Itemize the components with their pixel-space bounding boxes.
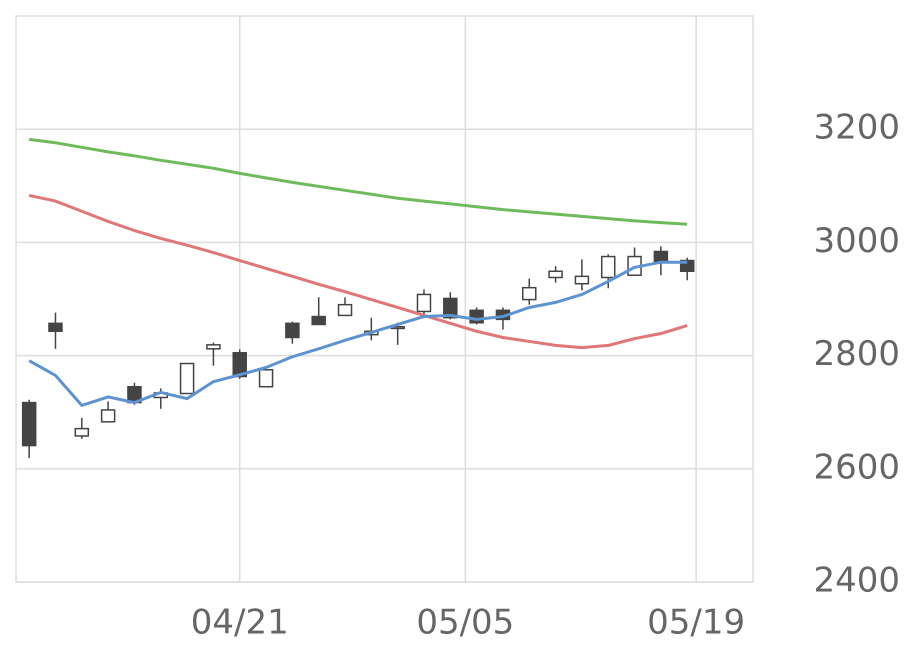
candle-body — [469, 309, 484, 324]
x-tick-label: 05/05 — [416, 603, 514, 643]
candle-body — [416, 293, 432, 313]
candle-body — [258, 369, 274, 388]
y-tick-label: 2400 — [813, 561, 900, 601]
y-tick-label: 3000 — [813, 221, 900, 261]
candle-body — [100, 409, 116, 423]
y-tick-label: 2600 — [813, 447, 900, 487]
x-tick-label: 04/21 — [191, 603, 289, 643]
candle-body — [574, 275, 590, 285]
candle-body — [522, 286, 537, 301]
candle-body — [311, 315, 326, 326]
candle-body — [74, 427, 90, 437]
candle-body — [179, 362, 195, 395]
candle-body — [48, 322, 63, 333]
candle-body — [206, 344, 221, 350]
y-tick-label: 3200 — [813, 108, 900, 148]
candle-body — [443, 297, 458, 319]
candle-body — [548, 270, 563, 279]
candle-body — [21, 401, 37, 447]
candle-body — [679, 259, 695, 273]
plot-frame — [15, 15, 754, 583]
y-tick-label: 2800 — [813, 334, 900, 374]
candle-body — [232, 352, 247, 378]
candle-body — [285, 322, 300, 339]
moving-average-line — [28, 193, 688, 350]
x-tick-label: 05/19 — [647, 603, 745, 643]
candle-body — [337, 303, 353, 317]
moving-average-line — [28, 260, 688, 408]
moving-average-line — [28, 137, 688, 226]
candle-body — [600, 255, 616, 279]
candle-body — [653, 250, 669, 263]
